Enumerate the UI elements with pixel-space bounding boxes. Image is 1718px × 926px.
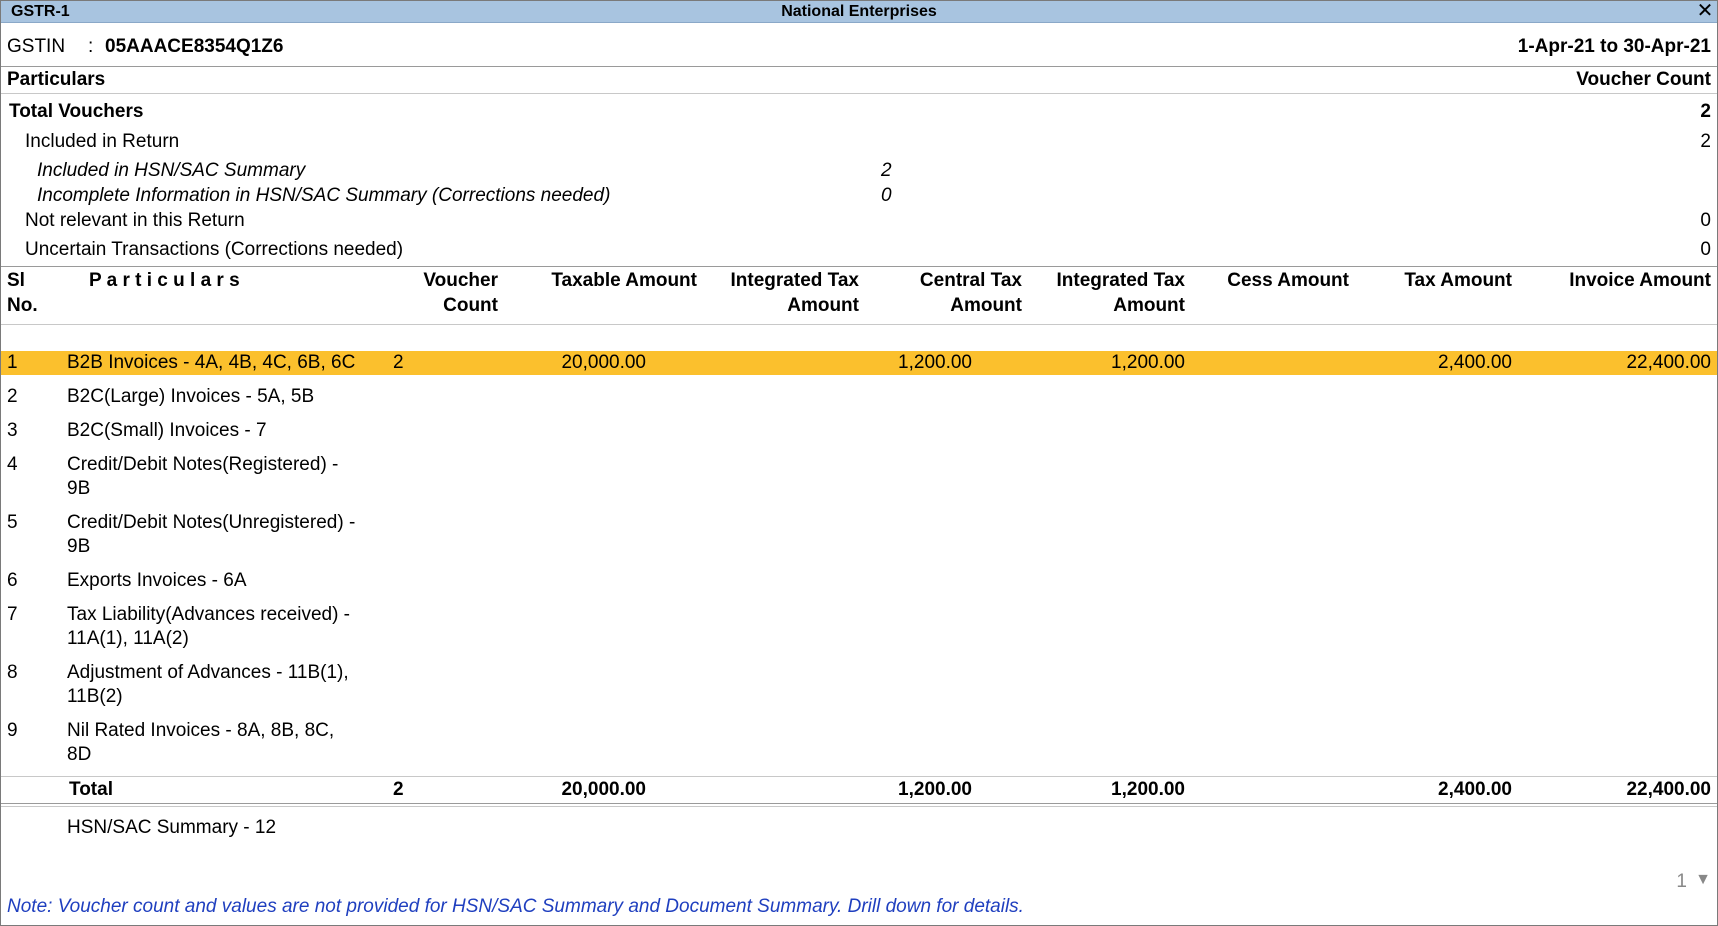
divider — [1, 266, 1717, 267]
row-particulars-cont: 9B — [67, 536, 91, 557]
not-relevant-value: 0 — [1700, 210, 1711, 231]
divider — [1, 66, 1717, 67]
row-particulars[interactable]: B2B Invoices - 4A, 4B, 4C, 6B, 6C — [67, 352, 356, 373]
col-state-tax: Amount — [1113, 295, 1185, 316]
row-sl-no: 8 — [7, 662, 18, 683]
row-particulars[interactable]: B2C(Large) Invoices - 5A, 5B — [67, 386, 315, 407]
gstin-label: GSTIN — [7, 36, 66, 57]
row-sl-no: 5 — [7, 512, 18, 533]
total-voucher-count: 2 — [393, 779, 404, 800]
divider — [1, 776, 1717, 777]
title-bar: GSTR-1 National Enterprises ✕ — [1, 0, 1717, 23]
voucher-count-header: Voucher Count — [1576, 69, 1711, 90]
row-sl-no: 7 — [7, 604, 18, 625]
col-sl-no: No. — [7, 295, 38, 316]
total-vouchers-value: 2 — [1700, 101, 1711, 122]
report-period[interactable]: 1-Apr-21 to 30-Apr-21 — [1517, 36, 1711, 57]
col-particulars: P a r t i c u l a r s — [89, 270, 240, 291]
uncertain-transactions-label[interactable]: Uncertain Transactions (Corrections need… — [25, 239, 404, 260]
col-voucher-count: Count — [443, 295, 498, 316]
total-tax-amount: 2,400.00 — [1438, 779, 1512, 800]
scroll-down-icon[interactable]: ▼ — [1695, 871, 1711, 888]
col-state-tax: Integrated Tax — [1056, 270, 1185, 291]
uncertain-transactions-value: 0 — [1700, 239, 1711, 260]
divider — [1, 93, 1717, 94]
total-vouchers-label[interactable]: Total Vouchers — [9, 101, 144, 122]
col-integrated-tax: Amount — [787, 295, 859, 316]
included-in-return-label[interactable]: Included in Return — [25, 131, 180, 152]
hsn-sac-summary-link[interactable]: HSN/SAC Summary - 12 — [67, 817, 277, 838]
footer-note: Note: Voucher count and values are not p… — [7, 896, 1024, 917]
row-particulars[interactable]: Credit/Debit Notes(Registered) - — [67, 454, 339, 475]
total-invoice-amount: 22,400.00 — [1626, 779, 1711, 800]
gstin-value: 05AAACE8354Q1Z6 — [105, 36, 284, 57]
included-in-return-value: 2 — [1700, 131, 1711, 152]
col-central-tax: Central Tax — [919, 270, 1022, 291]
row-voucher-count: 2 — [393, 352, 404, 373]
col-tax-amount: Tax Amount — [1404, 270, 1512, 291]
report-name: GSTR-1 — [11, 3, 70, 20]
total-label: Total — [69, 779, 113, 800]
hsn-included-value: 2 — [881, 160, 892, 181]
total-taxable-amount: 20,000.00 — [561, 779, 646, 800]
row-state-tax: 1,200.00 — [1111, 352, 1185, 373]
row-sl-no: 2 — [7, 386, 18, 407]
row-sl-no: 3 — [7, 420, 18, 441]
divider — [1, 803, 1717, 804]
selected-row-highlight — [1, 351, 1717, 375]
row-particulars[interactable]: Nil Rated Invoices - 8A, 8B, 8C, — [67, 720, 335, 741]
row-central-tax: 1,200.00 — [898, 352, 972, 373]
row-particulars[interactable]: Credit/Debit Notes(Unregistered) - — [67, 512, 356, 533]
page-number: 1 — [1676, 871, 1687, 892]
row-sl-no: 4 — [7, 454, 18, 475]
row-particulars-cont: 9B — [67, 478, 91, 499]
col-sl-no: Sl — [7, 270, 25, 291]
divider — [1, 806, 1717, 807]
col-cess-amount: Cess Amount — [1227, 270, 1349, 291]
row-sl-no: 9 — [7, 720, 18, 741]
not-relevant-label[interactable]: Not relevant in this Return — [25, 210, 245, 231]
col-central-tax: Amount — [950, 295, 1022, 316]
row-sl-no: 6 — [7, 570, 18, 591]
hsn-included-label[interactable]: Included in HSN/SAC Summary — [37, 160, 306, 181]
row-taxable-amount: 20,000.00 — [561, 352, 646, 373]
hsn-incomplete-value: 0 — [881, 185, 892, 206]
particulars-header: Particulars — [7, 69, 106, 90]
hsn-incomplete-label[interactable]: Incomplete Information in HSN/SAC Summar… — [37, 185, 611, 206]
col-voucher-count: Voucher — [423, 270, 498, 291]
gstin-separator: : — [88, 36, 94, 57]
row-particulars[interactable]: Tax Liability(Advances received) - — [67, 604, 351, 625]
row-particulars[interactable]: Exports Invoices - 6A — [67, 570, 247, 591]
row-particulars-cont: 11B(2) — [67, 686, 123, 707]
total-state-tax: 1,200.00 — [1111, 779, 1185, 800]
row-tax-amount: 2,400.00 — [1438, 352, 1512, 373]
row-particulars-cont: 8D — [67, 744, 92, 765]
row-invoice-amount: 22,400.00 — [1626, 352, 1711, 373]
row-particulars[interactable]: B2C(Small) Invoices - 7 — [67, 420, 267, 441]
row-sl-no: 1 — [7, 352, 18, 373]
row-particulars[interactable]: Adjustment of Advances - 11B(1), — [67, 662, 349, 683]
col-taxable-amount: Taxable Amount — [551, 270, 697, 291]
divider — [1, 324, 1717, 325]
col-invoice-amount: Invoice Amount — [1569, 270, 1711, 291]
col-integrated-tax: Integrated Tax — [730, 270, 859, 291]
close-icon[interactable]: ✕ — [1696, 0, 1714, 22]
company-name: National Enterprises — [781, 3, 937, 20]
total-central-tax: 1,200.00 — [898, 779, 972, 800]
row-particulars-cont: 11A(1), 11A(2) — [67, 628, 189, 649]
